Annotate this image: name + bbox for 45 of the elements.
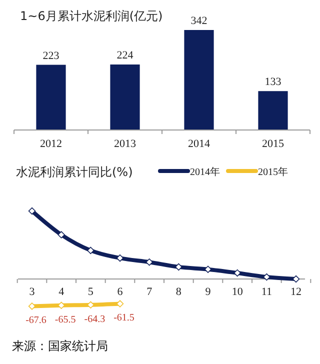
point (28, 302, 36, 310)
legend-label: 2014年 (190, 166, 220, 178)
point (292, 275, 300, 283)
point (58, 302, 65, 309)
data-label: 133 (264, 76, 282, 88)
point (175, 263, 182, 271)
chart-title: 水泥利润累计同比(%) (16, 165, 133, 179)
chart-title: 1~6月累计水泥利润(亿元) (20, 9, 163, 23)
x-tick-label: 9 (205, 286, 212, 298)
x-tick-label: 5 (88, 286, 94, 298)
bar (36, 64, 66, 130)
point (146, 258, 153, 266)
point (58, 231, 65, 238)
point (204, 266, 212, 273)
source-note: 来源：国家统计局 (12, 339, 108, 353)
point (87, 301, 94, 308)
x-tick-label: 10 (232, 286, 244, 298)
x-tick-label: 11 (261, 286, 272, 298)
data-label: -67.6 (26, 315, 46, 326)
x-tick-label: 6 (117, 286, 124, 298)
data-label: -61.5 (114, 312, 134, 324)
point (234, 269, 241, 277)
x-tick-label: 2012 (40, 138, 62, 150)
x-tick-label: 7 (146, 286, 153, 298)
x-tick-label: 2013 (114, 138, 136, 150)
data-label: 223 (42, 50, 60, 62)
bar (110, 64, 140, 130)
data-label: -65.5 (54, 314, 76, 326)
point (116, 300, 124, 308)
point (116, 254, 124, 262)
point (87, 246, 94, 254)
point (28, 207, 36, 215)
bar (258, 91, 288, 130)
x-tick-label: 12 (290, 286, 302, 298)
x-tick-label: 8 (176, 286, 182, 298)
data-label: 224 (116, 50, 134, 62)
point (263, 273, 270, 281)
x-tick-label: 3 (29, 286, 36, 298)
bar (184, 30, 214, 130)
x-tick-label: 4 (58, 286, 65, 298)
data-label: -64.3 (84, 314, 106, 325)
legend-label: 2015年 (258, 166, 288, 178)
data-label: 342 (190, 15, 208, 27)
x-tick-label: 2014 (188, 138, 210, 150)
x-tick-label: 2015 (262, 138, 284, 150)
